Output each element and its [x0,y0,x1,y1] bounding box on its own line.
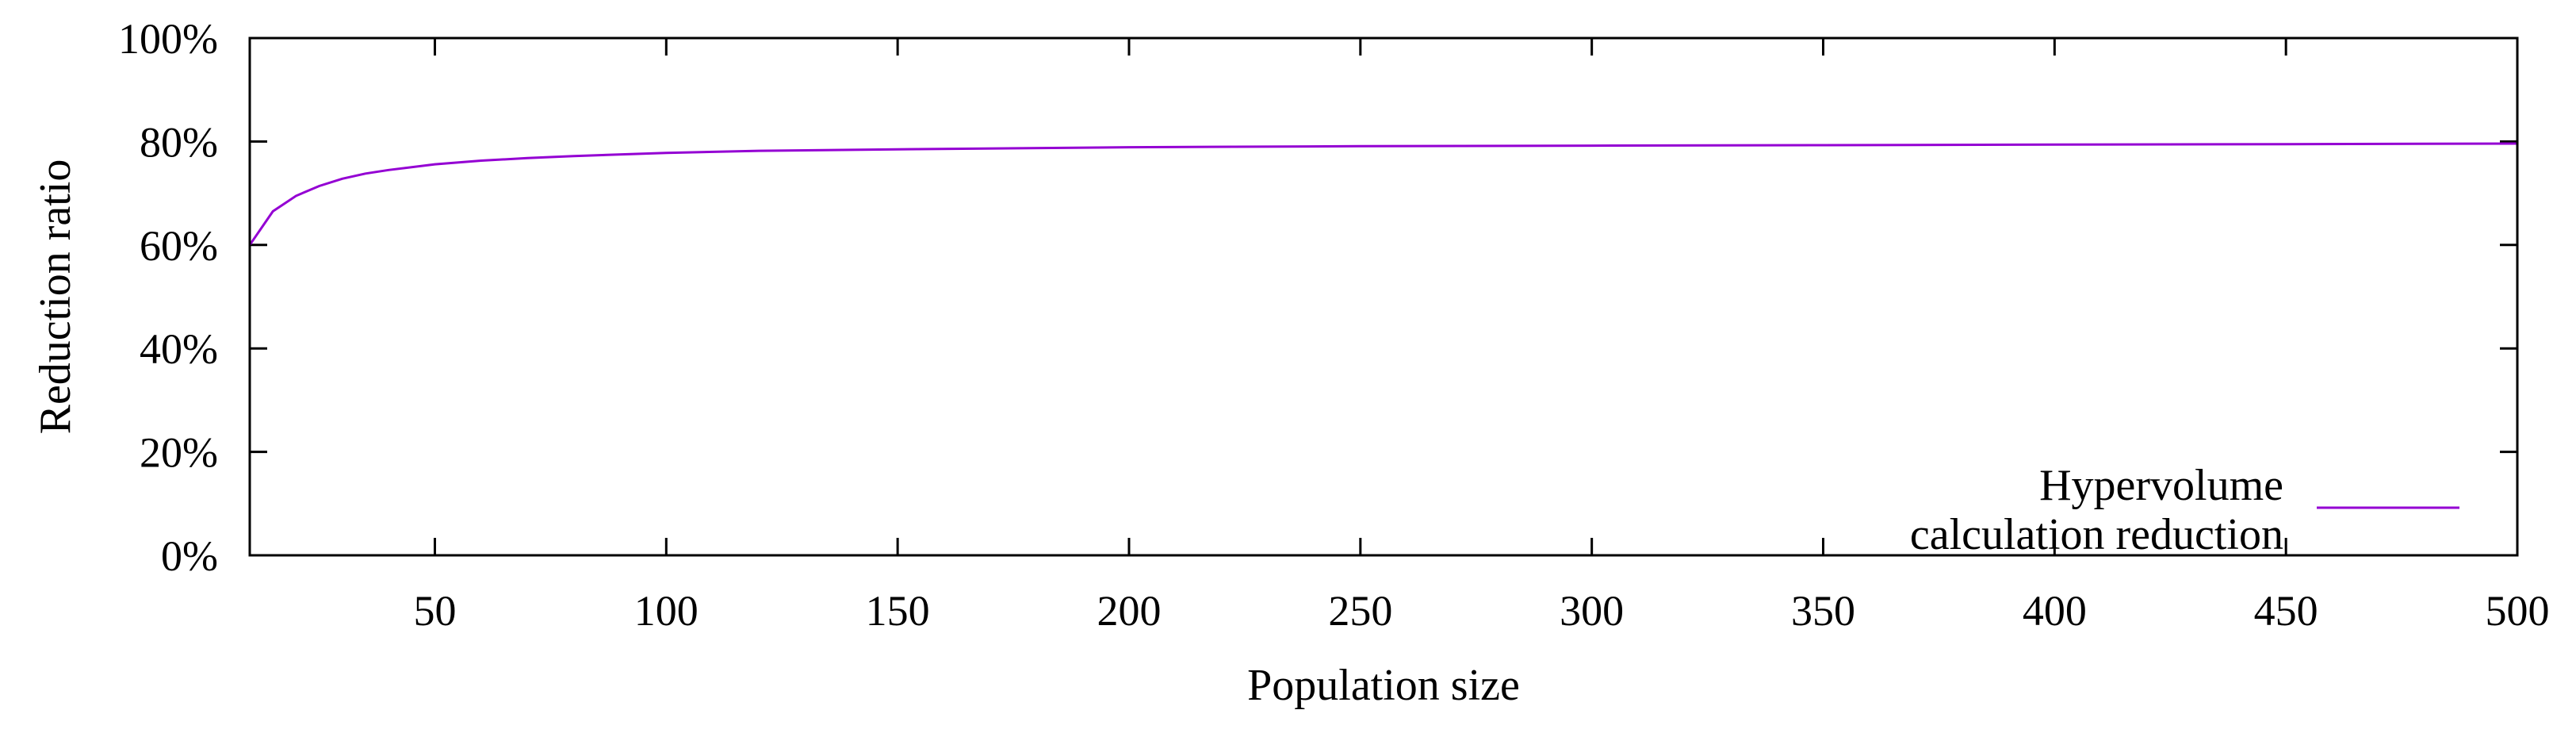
series-line [248,142,2518,246]
legend-label: Hypervolume [2039,461,2283,510]
x-tick-label: 300 [1560,587,1624,635]
x-tick-label: 350 [1791,587,1855,635]
x-axis-title: Population size [1247,661,1520,710]
x-tick-label: 250 [1328,587,1392,635]
y-tick-label: 80% [140,118,218,166]
y-tick-label: 60% [140,222,218,270]
y-axis-title: Reduction ratio [31,159,80,435]
tick-labels: 50 100 150 200 250 300 350 400 450 500 0% 20% 40% 60%… [118,15,2549,635]
x-tick-label: 100 [634,587,699,635]
y-tick-label: 20% [140,429,218,477]
x-tick-label: 50 [413,587,456,635]
x-tick-label: 400 [2023,587,2087,635]
plot-area [250,38,2517,555]
x-tick-label: 200 [1097,587,1161,635]
x-tick-label: 150 [866,587,930,635]
y-tick-label: 100% [118,15,218,63]
x-tick-label: 450 [2254,587,2318,635]
series-group [248,142,2518,246]
plot-border [248,36,2519,557]
y-tick-label: 40% [140,325,218,373]
legend-label: calculation reduction [1910,510,2283,559]
x-tick-label: 500 [2486,587,2550,635]
y-tick-label: 0% [161,532,218,580]
